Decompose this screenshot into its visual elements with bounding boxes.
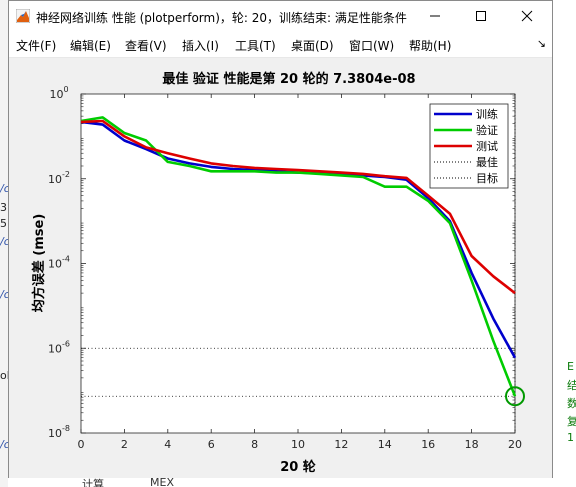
bg-fragment: 1 bbox=[567, 431, 574, 444]
maximize-button[interactable] bbox=[458, 1, 504, 31]
menu-bar: 文件(F) 编辑(E) 查看(V) 插入(I) 工具(T) 桌面(D) 窗口(W… bbox=[9, 31, 552, 58]
menu-edit[interactable]: 编辑(E) bbox=[70, 39, 111, 53]
y-tick-label: 10-6 bbox=[48, 339, 70, 355]
background-app-left-strip: /c 3 5 /c /c ob /c bbox=[0, 0, 14, 487]
x-tick-label: 8 bbox=[251, 438, 258, 451]
window-title: 神经网络训练 性能 (plotperform)，轮: 20，训练结束: 满足性能… bbox=[36, 11, 407, 25]
title-bar[interactable]: 神经网络训练 性能 (plotperform)，轮: 20，训练结束: 满足性能… bbox=[9, 1, 552, 31]
legend-label-train: 训练 bbox=[476, 107, 498, 121]
figure-canvas: 0 2 4 6 8 10 12 14 16 18 20 100 10-2 10-4 10-6 10-8 最佳 … bbox=[9, 58, 552, 478]
bg-fragment: MEX bbox=[150, 478, 174, 487]
menu-tools[interactable]: 工具(T) bbox=[235, 39, 276, 53]
menu-desktop[interactable]: 桌面(D) bbox=[291, 39, 334, 53]
background-app-bottom-strip: 计算 MEX bbox=[8, 478, 553, 487]
background-app-right-strip: E 结 数 复 1 bbox=[553, 0, 576, 487]
series-line-2 bbox=[80, 119, 516, 295]
menu-window[interactable]: 窗口(W) bbox=[349, 39, 395, 53]
matlab-icon bbox=[16, 9, 30, 23]
bg-fragment: 结 bbox=[567, 379, 576, 392]
y-tick-label: 10-2 bbox=[48, 170, 70, 186]
menu-view[interactable]: 查看(V) bbox=[125, 39, 167, 53]
minimize-button[interactable] bbox=[412, 1, 458, 31]
y-tick-label: 100 bbox=[49, 85, 68, 101]
x-axis-label: 20 轮 bbox=[280, 459, 316, 475]
y-tick-label: 10-4 bbox=[48, 255, 70, 271]
x-tick-label: 12 bbox=[334, 438, 348, 451]
series-lines bbox=[80, 116, 517, 397]
x-tick-label: 18 bbox=[465, 438, 479, 451]
x-tick-label: 10 bbox=[291, 438, 305, 451]
bg-fragment: 复 bbox=[567, 415, 576, 428]
bg-fragment: E bbox=[567, 360, 574, 373]
x-tick-label: 6 bbox=[208, 438, 215, 451]
menu-insert[interactable]: 插入(I) bbox=[182, 39, 219, 53]
legend-label-goal: 目标 bbox=[476, 171, 498, 185]
bg-fragment: 3 bbox=[0, 201, 7, 214]
x-tick-label: 0 bbox=[78, 438, 85, 451]
y-tick-label: 10-8 bbox=[48, 424, 70, 440]
bg-fragment: /c bbox=[0, 182, 10, 195]
figure-window: 神经网络训练 性能 (plotperform)，轮: 20，训练结束: 满足性能… bbox=[8, 0, 553, 478]
maximize-icon bbox=[476, 11, 486, 21]
chart-title: 最佳 验证 性能是第 20 轮的 7.3804e-08 bbox=[162, 71, 415, 87]
menu-dock-arrow-icon[interactable]: ↘ bbox=[536, 37, 546, 50]
best-marker-layer bbox=[505, 386, 525, 407]
x-tick-label: 14 bbox=[378, 438, 392, 451]
legend-label-test: 测试 bbox=[476, 140, 498, 153]
bg-fragment: 数 bbox=[567, 397, 576, 410]
minimize-icon bbox=[430, 15, 440, 17]
axis-ticks: 0 2 4 6 8 10 12 14 16 18 20 100 10-2 10-4 10-6 10-8 bbox=[48, 85, 522, 451]
bg-fragment: 计算 bbox=[82, 478, 104, 487]
series-line-1 bbox=[80, 116, 517, 397]
best-epoch-marker bbox=[505, 386, 525, 407]
bg-fragment: /c bbox=[0, 438, 10, 451]
bg-fragment: /c bbox=[0, 235, 10, 248]
menu-help[interactable]: 帮助(H) bbox=[409, 39, 452, 53]
x-tick-label: 2 bbox=[121, 438, 128, 451]
x-tick-label: 4 bbox=[164, 438, 171, 451]
close-button[interactable] bbox=[504, 1, 550, 31]
x-tick-label: 20 bbox=[508, 438, 522, 451]
legend: 训练 验证 测试 最佳 目标 bbox=[429, 103, 509, 189]
y-axis-label: 均方误差 (mse) bbox=[31, 214, 47, 313]
menu-file[interactable]: 文件(F) bbox=[16, 39, 57, 53]
reference-lines bbox=[81, 94, 516, 433]
bg-fragment: 5 bbox=[0, 217, 7, 230]
legend-label-best: 最佳 bbox=[476, 155, 498, 169]
performance-chart: 0 2 4 6 8 10 12 14 16 18 20 100 10-2 10-4 10-6 10-8 最佳 … bbox=[31, 71, 525, 475]
x-tick-label: 16 bbox=[421, 438, 435, 451]
close-icon bbox=[521, 10, 533, 22]
legend-label-validation: 验证 bbox=[476, 123, 498, 137]
bg-fragment: /c bbox=[0, 288, 10, 301]
